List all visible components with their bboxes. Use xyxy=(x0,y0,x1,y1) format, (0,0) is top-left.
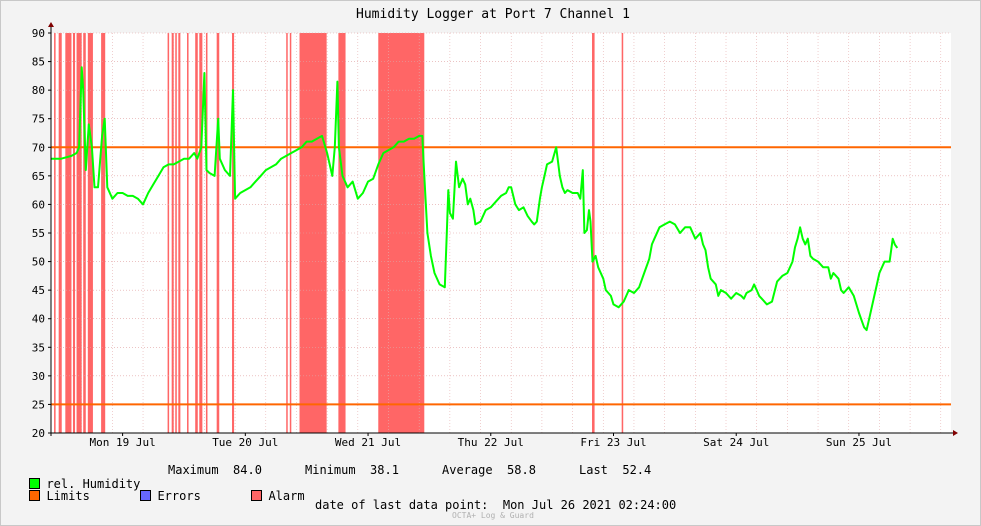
y-axis-arrow xyxy=(48,22,54,27)
x-tick-label: Mon 19 Jul xyxy=(89,436,155,449)
brand-watermark: OCTA+ Log & Guard xyxy=(452,511,534,520)
legend-limits-label: Limits xyxy=(46,489,90,503)
alarm-swatch xyxy=(251,490,263,501)
y-tick-label: 35 xyxy=(32,341,45,354)
maximum-value: 84.0 xyxy=(233,463,262,477)
minimum-value: 38.1 xyxy=(370,463,399,477)
chart-title: Humidity Logger at Port 7 Channel 1 xyxy=(356,7,630,22)
alarm-band xyxy=(178,33,181,433)
legend-average: Average 58.8 xyxy=(442,463,536,477)
alarm-band xyxy=(101,33,106,433)
x-tick-label: Thu 22 Jul xyxy=(458,436,524,449)
alarm-band xyxy=(171,33,174,433)
series-layer xyxy=(51,66,899,332)
legend-errors-label: Errors xyxy=(157,489,201,503)
x-tick-label: Fri 23 Jul xyxy=(580,436,646,449)
alarm-band xyxy=(216,33,220,433)
limits-swatch xyxy=(29,490,41,501)
alarm-band xyxy=(289,33,292,433)
y-tick-label: 40 xyxy=(32,313,45,326)
alarm-band xyxy=(187,33,189,433)
alarm-band xyxy=(299,33,327,433)
minimum-label: Minimum xyxy=(305,463,356,477)
tick-labels: 20 25 30 35 40 45 50 55 60 65 70 75 80 85 90 Mon 19 Jul… xyxy=(32,27,892,449)
last-point-label: date of last data point: xyxy=(315,498,489,512)
x-tick-label: Wed 21 Jul xyxy=(335,436,401,449)
alarm-band xyxy=(195,33,198,433)
y-tick-label: 70 xyxy=(32,141,45,154)
alarm-band xyxy=(205,33,208,433)
y-tick-label: 30 xyxy=(32,370,45,383)
legend-minimum: Minimum 38.1 xyxy=(305,463,399,477)
legend-limits: Limits xyxy=(15,475,90,503)
x-tick-label: Sat 24 Jul xyxy=(703,436,769,449)
legend-last: Last 52.4 xyxy=(579,463,651,477)
y-tick-label: 25 xyxy=(32,398,45,411)
legend-alarm: Alarm xyxy=(237,475,305,503)
y-tick-label: 45 xyxy=(32,284,45,297)
legend-humidity-label: rel. Humidity xyxy=(46,477,141,491)
last-data-point: date of last data point: Mon Jul 26 2021… xyxy=(315,498,676,512)
alarm-band xyxy=(232,33,235,433)
alarm-band xyxy=(65,33,72,433)
y-tick-label: 75 xyxy=(32,113,45,126)
errors-swatch xyxy=(140,490,152,501)
alarm-band xyxy=(199,33,203,433)
humidity-series-line xyxy=(51,66,899,332)
alarm-band xyxy=(338,33,346,433)
legend-maximum: Maximum 84.0 xyxy=(168,463,262,477)
average-value: 58.8 xyxy=(507,463,536,477)
alarm-band xyxy=(175,33,177,433)
legend-row-1: rel. Humidity xyxy=(15,463,140,491)
last-label: Last xyxy=(579,463,608,477)
alarm-band xyxy=(72,33,76,433)
humidity-swatch xyxy=(29,478,41,489)
y-tick-label: 55 xyxy=(32,227,45,240)
legend-alarm-label: Alarm xyxy=(268,489,305,503)
alarm-band xyxy=(76,33,82,433)
x-tick-label: Sun 25 Jul xyxy=(826,436,892,449)
alarm-band xyxy=(621,33,624,433)
y-tick-label: 60 xyxy=(32,198,45,211)
maximum-label: Maximum xyxy=(168,463,219,477)
average-label: Average xyxy=(442,463,493,477)
y-tick-label: 65 xyxy=(32,170,45,183)
y-tick-label: 90 xyxy=(32,27,45,40)
y-tick-label: 20 xyxy=(32,427,45,440)
legend-errors: Errors xyxy=(126,475,201,503)
alarm-band xyxy=(378,33,425,433)
x-axis-arrow xyxy=(953,430,958,436)
y-tick-label: 85 xyxy=(32,56,45,69)
last-point-value: Mon Jul 26 2021 02:24:00 xyxy=(502,498,677,512)
y-tick-label: 50 xyxy=(32,256,45,269)
alarm-band xyxy=(592,33,595,433)
x-tick-label: Tue 20 Jul xyxy=(212,436,278,449)
axes xyxy=(48,22,958,436)
alarm-band xyxy=(286,33,288,433)
y-tick-label: 80 xyxy=(32,84,45,97)
last-value: 52.4 xyxy=(622,463,652,477)
